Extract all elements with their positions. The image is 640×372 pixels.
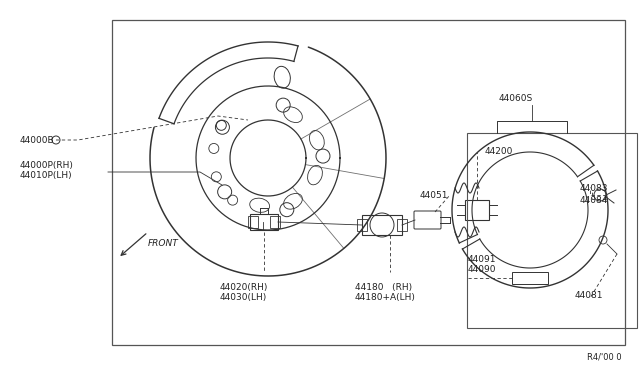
Text: 44200: 44200 [485, 147, 513, 155]
Bar [397, 219, 407, 231]
Bar [467, 133, 637, 328]
Bar [248, 216, 258, 228]
Text: 44000P(RH): 44000P(RH) [20, 160, 74, 170]
Text: 44030(LH): 44030(LH) [220, 293, 268, 302]
Text: 44083: 44083 [580, 183, 609, 192]
Text: 44060S: 44060S [499, 93, 533, 103]
Text: 44010P(LH): 44010P(LH) [20, 170, 72, 180]
Text: FRONT: FRONT [148, 238, 179, 247]
Text: 44091: 44091 [468, 256, 497, 264]
Bar [512, 272, 548, 284]
Text: 44081: 44081 [575, 292, 604, 301]
Bar [250, 214, 278, 230]
Text: 44051: 44051 [420, 190, 449, 199]
Text: 44180   (RH): 44180 (RH) [355, 283, 412, 292]
Bar [112, 20, 625, 345]
Bar [362, 215, 402, 235]
Bar [465, 200, 489, 220]
Text: 44020(RH): 44020(RH) [220, 283, 268, 292]
Text: 44084: 44084 [580, 196, 609, 205]
Bar [357, 219, 367, 231]
Text: R4/'00 0: R4/'00 0 [588, 353, 622, 362]
Text: 44000B: 44000B [20, 135, 54, 144]
Bar [270, 216, 280, 228]
Text: 44180+A(LH): 44180+A(LH) [355, 293, 416, 302]
Text: 44090: 44090 [468, 266, 497, 275]
